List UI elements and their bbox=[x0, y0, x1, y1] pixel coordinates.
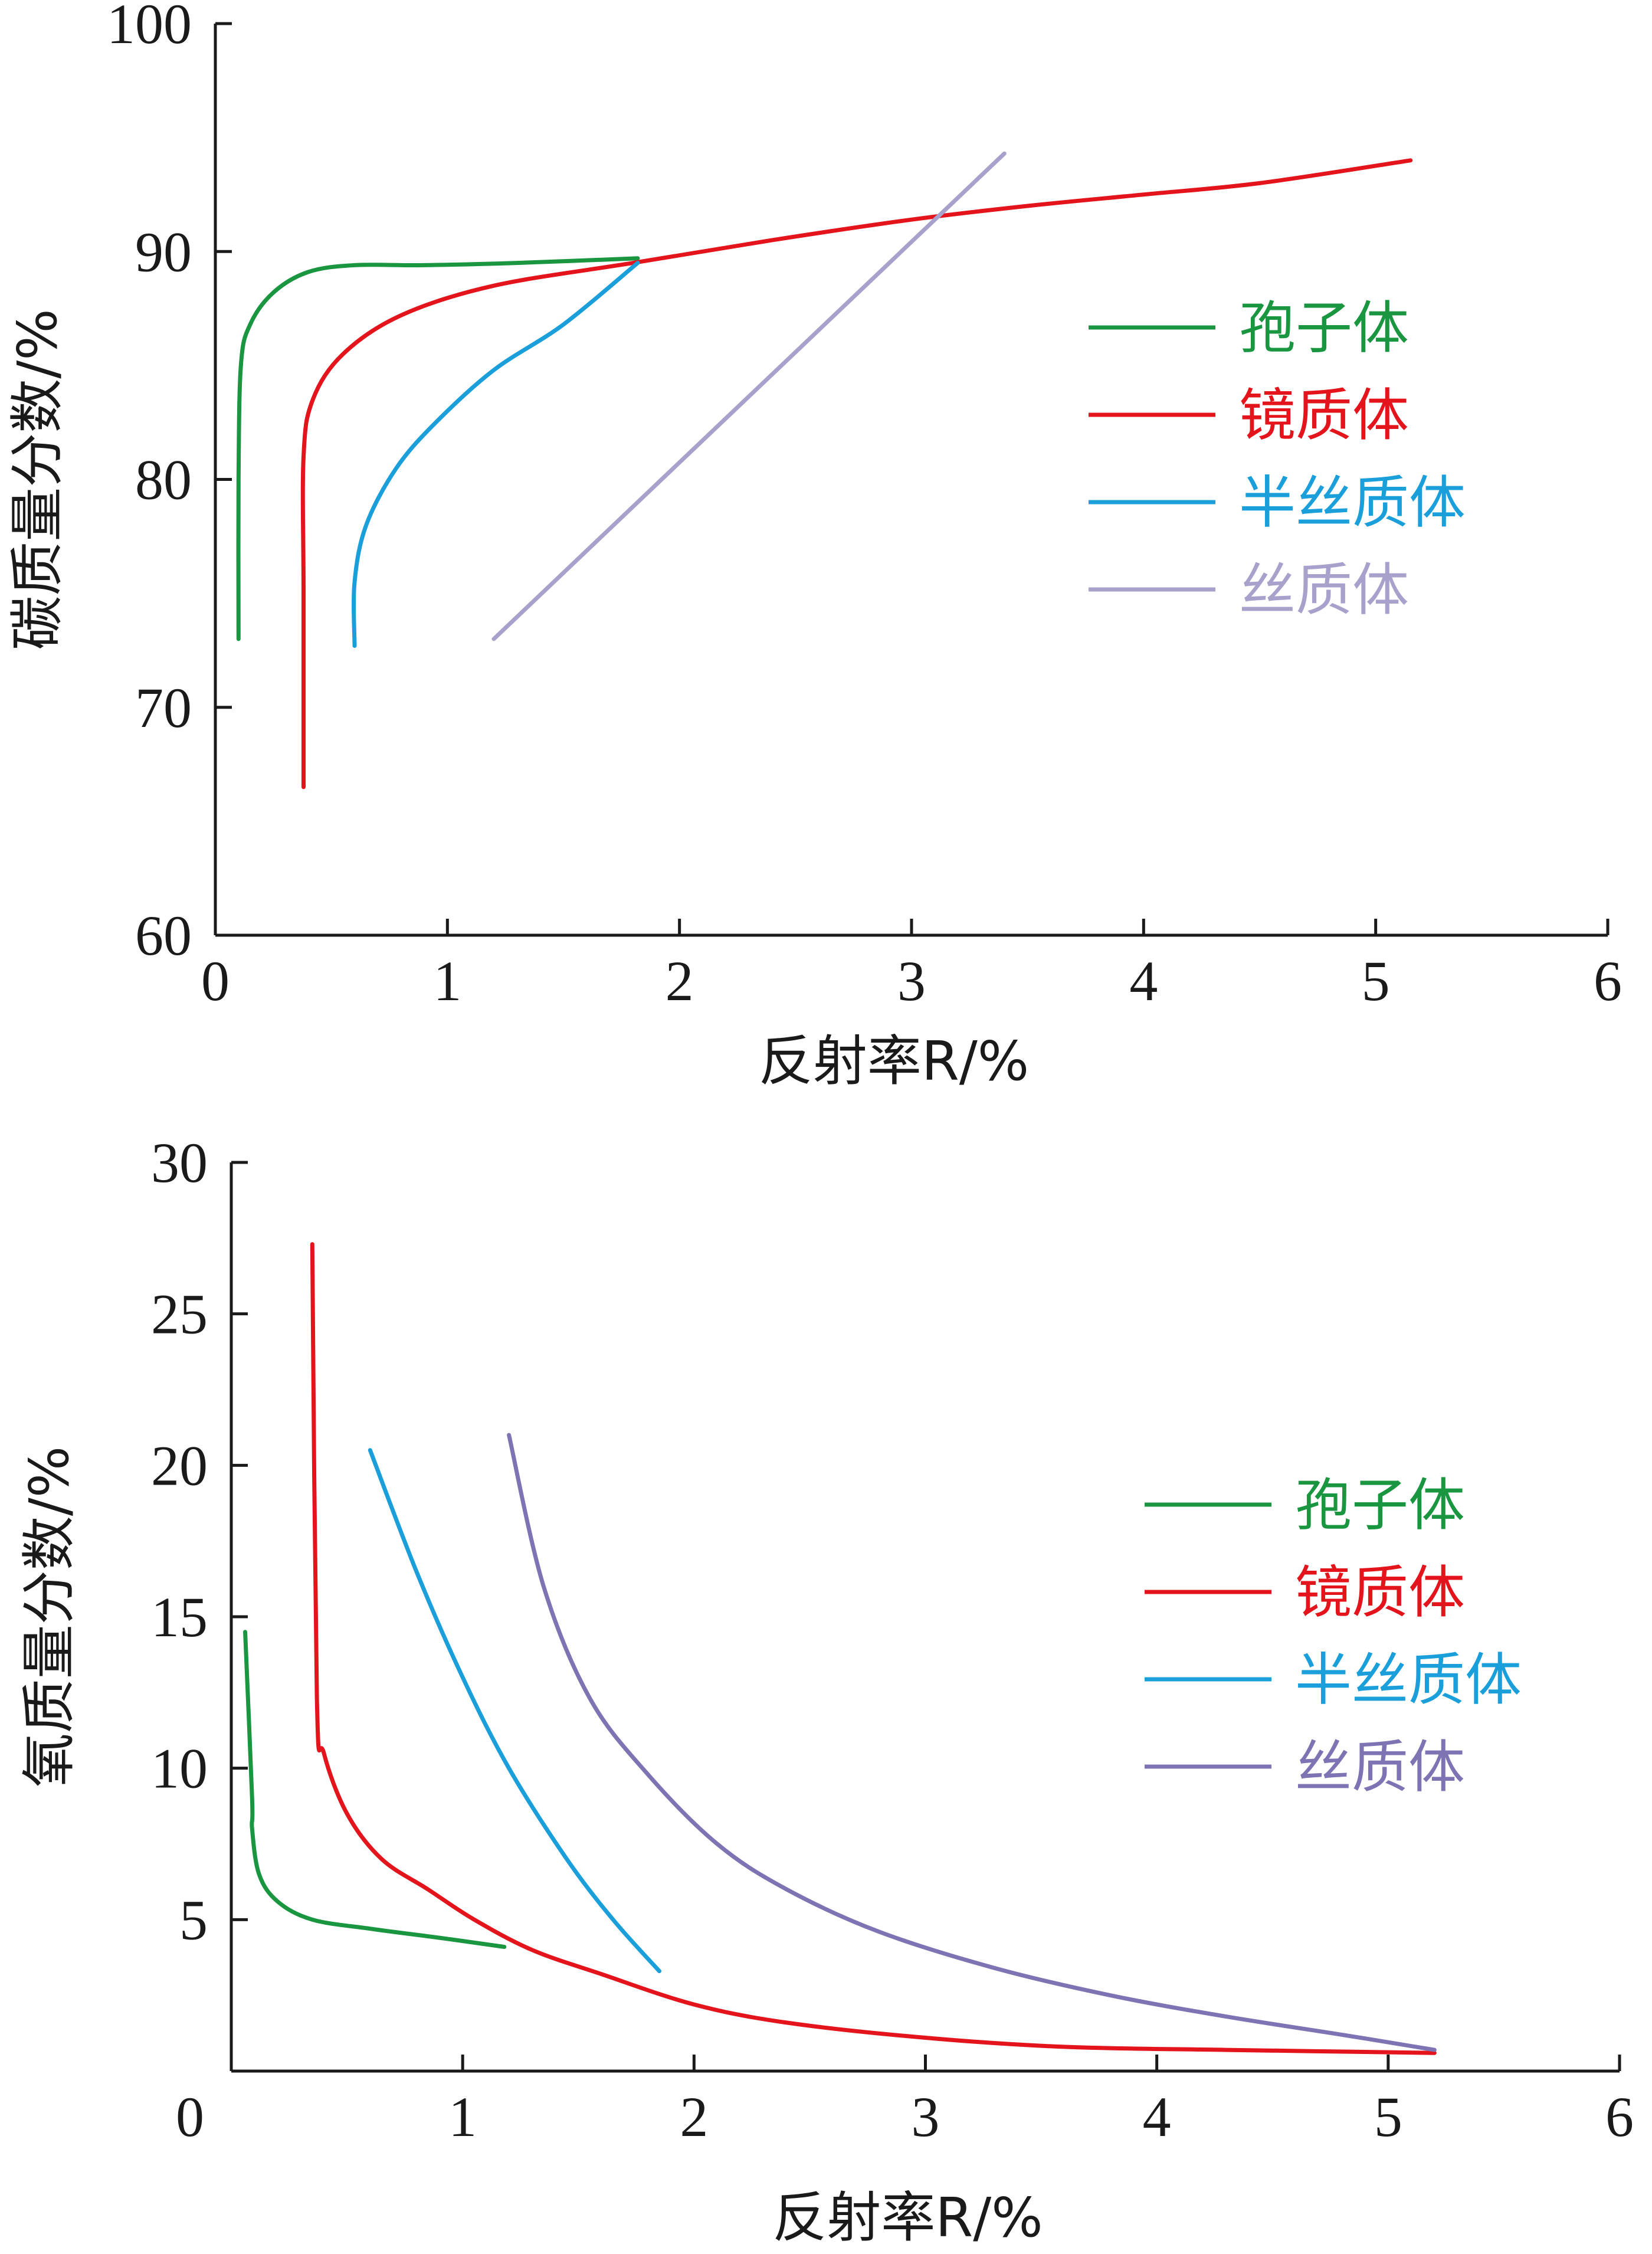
x-tick-label: 6 bbox=[1605, 2085, 1634, 2148]
series-line-2 bbox=[352, 261, 640, 648]
x-tick-label: 0 bbox=[201, 949, 230, 1013]
series-line-0 bbox=[243, 1630, 507, 1949]
y-tick-label: 10 bbox=[151, 1737, 208, 1800]
legend-label-0: 孢子体 bbox=[1239, 295, 1409, 361]
legend-label-3: 丝质体 bbox=[1295, 1734, 1465, 1800]
legend-label-1: 镜质体 bbox=[1239, 382, 1409, 448]
y-tick-label: 25 bbox=[151, 1283, 208, 1346]
oxygen-chart: 0 1 2 3 4 5 6 5 10 15 20 25 30 反射率R/% 氧质量分数/% 孢子体镜质体半丝质… bbox=[18, 1131, 1634, 2249]
legend-label-3: 丝质体 bbox=[1239, 557, 1409, 623]
y-tick-label: 90 bbox=[135, 220, 192, 283]
series-line-1 bbox=[310, 1242, 1437, 2055]
series-line-3 bbox=[507, 1433, 1437, 2052]
x-tick-label: 0 bbox=[176, 2085, 204, 2148]
x-tick-label: 2 bbox=[680, 2085, 708, 2148]
x-tick-label: 2 bbox=[666, 949, 694, 1013]
y-tick-label: 70 bbox=[135, 676, 192, 739]
series-line-0 bbox=[236, 256, 640, 641]
x-axis-title: 反射率R/% bbox=[759, 1030, 1029, 1093]
x-tick-label: 1 bbox=[448, 2085, 477, 2148]
y-tick-label: 15 bbox=[151, 1585, 208, 1649]
y-tick-label: 30 bbox=[151, 1131, 208, 1194]
y-axis-title: 氧质量分数/% bbox=[18, 1446, 81, 1787]
x-tick-label: 1 bbox=[433, 949, 461, 1013]
x-tick-label: 3 bbox=[897, 949, 926, 1013]
x-tick-label: 5 bbox=[1374, 2085, 1402, 2148]
legend-label-2: 半丝质体 bbox=[1295, 1647, 1522, 1713]
x-axis-title: 反射率R/% bbox=[772, 2186, 1043, 2249]
series-line-3 bbox=[491, 151, 1007, 641]
legend-label-2: 半丝质体 bbox=[1239, 470, 1466, 536]
x-tick-label: 6 bbox=[1594, 949, 1622, 1013]
y-tick-label: 5 bbox=[179, 1888, 208, 1951]
legend-label-1: 镜质体 bbox=[1295, 1560, 1465, 1626]
y-tick-label: 20 bbox=[151, 1434, 208, 1497]
y-tick-label: 100 bbox=[107, 0, 192, 55]
x-tick-label: 4 bbox=[1143, 2085, 1171, 2148]
y-tick-label: 80 bbox=[135, 448, 192, 512]
carbon-chart: 0 1 2 3 4 5 6 60 70 80 90 100 反射率R/% 碳质量分数/% 孢子体镜质体半丝质… bbox=[6, 0, 1622, 1093]
x-tick-label: 5 bbox=[1362, 949, 1390, 1013]
x-tick-label: 4 bbox=[1129, 949, 1158, 1013]
legend-label-0: 孢子体 bbox=[1295, 1472, 1465, 1538]
y-axis-title: 碳质量分数/% bbox=[6, 309, 69, 650]
series-line-1 bbox=[300, 158, 1413, 789]
x-tick-label: 3 bbox=[912, 2085, 940, 2148]
y-tick-label: 60 bbox=[135, 904, 192, 967]
series-line-2 bbox=[368, 1448, 661, 1974]
